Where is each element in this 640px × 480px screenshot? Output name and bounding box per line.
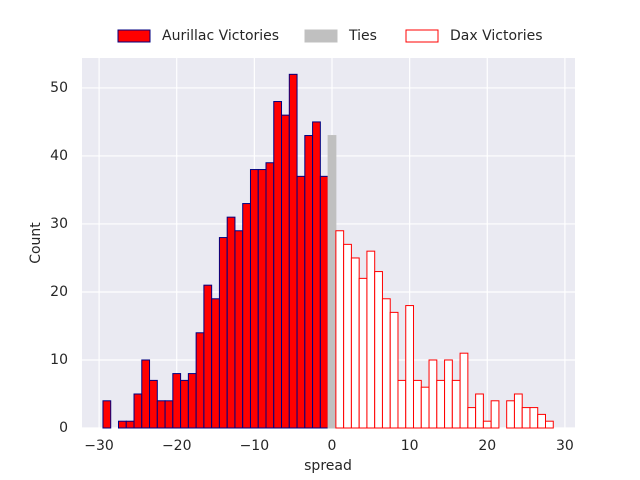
x-tick-label: 30: [556, 438, 574, 454]
histogram-bar: [529, 407, 539, 429]
histogram-bar: [195, 332, 205, 429]
y-tick-label: 40: [50, 148, 68, 164]
histogram-bar: [125, 420, 135, 429]
histogram-bar: [102, 400, 112, 429]
x-tick-label: 0: [328, 438, 337, 454]
histogram-bar: [537, 413, 546, 429]
histogram-bar: [381, 298, 391, 429]
histogram-bar: [335, 230, 345, 429]
histogram-bar: [203, 284, 213, 429]
histogram-bar: [273, 101, 283, 429]
histogram-bar: [296, 175, 306, 429]
histogram-bar: [451, 379, 461, 429]
x-tick-label: −30: [84, 438, 114, 454]
y-tick-label: 10: [50, 352, 68, 368]
histogram-bar: [405, 305, 415, 429]
histogram-bar: [312, 121, 321, 429]
y-tick-label: 20: [50, 284, 68, 300]
histogram-bar: [180, 379, 189, 429]
x-axis-label: spread: [304, 458, 352, 474]
histogram-bar: [211, 298, 220, 429]
histogram-bar: [358, 277, 368, 429]
histogram-bar: [218, 237, 228, 429]
histogram-bar: [281, 114, 290, 429]
histogram-bar: [467, 407, 477, 429]
histogram-bar: [156, 400, 166, 429]
histogram-bar: [436, 379, 446, 429]
histogram-bar: [172, 373, 182, 429]
histogram-bar: [226, 216, 236, 429]
histogram-bar: [242, 203, 251, 429]
histogram-bar: [506, 400, 515, 429]
legend-label: Aurillac Victories: [162, 28, 279, 44]
histogram-bar: [444, 359, 453, 429]
histogram-bar: [265, 162, 275, 429]
histogram-bar: [413, 379, 422, 429]
legend-swatch: [405, 29, 439, 43]
histogram-bar: [343, 243, 352, 429]
x-tick-label: 10: [401, 438, 419, 454]
histogram-bar: [521, 407, 531, 429]
histogram-bar: [482, 420, 492, 429]
histogram-bar: [149, 379, 158, 429]
histogram-bar: [366, 250, 376, 429]
histogram-bar: [141, 359, 151, 429]
histogram-bar: [490, 400, 500, 429]
histogram-bar: [420, 386, 430, 429]
x-tick-label: 20: [478, 438, 496, 454]
legend-label: Dax Victories: [450, 28, 543, 44]
y-tick-label: 50: [50, 80, 68, 96]
histogram-bar: [350, 257, 360, 429]
histogram-bar: [513, 393, 523, 429]
histogram-bar: [257, 169, 267, 429]
histogram-bar: [304, 135, 314, 429]
histogram-bar: [327, 135, 337, 429]
histogram-bar: [544, 420, 554, 429]
legend-label: Ties: [348, 28, 377, 44]
histogram-bar: [428, 359, 438, 429]
y-axis-label: Count: [28, 222, 44, 264]
histogram-bar: [234, 230, 244, 429]
histogram-bar: [319, 175, 329, 429]
histogram-bar: [389, 311, 399, 429]
histogram-bar: [459, 352, 469, 429]
histogram-bar: [133, 393, 143, 429]
histogram-bar: [475, 393, 484, 429]
histogram-bar: [117, 420, 127, 429]
legend-swatch: [117, 29, 151, 43]
y-tick-label: 30: [50, 216, 68, 232]
legend-swatch: [304, 29, 338, 43]
histogram-bar: [164, 400, 174, 429]
histogram-bar: [397, 379, 407, 429]
histogram-bar: [374, 271, 383, 429]
y-tick-label: 0: [59, 420, 68, 436]
x-tick-label: −20: [162, 438, 192, 454]
histogram-bar: [249, 169, 259, 429]
histogram-bar: [187, 373, 197, 429]
x-tick-label: −10: [240, 438, 270, 454]
histogram-bar: [288, 73, 298, 429]
